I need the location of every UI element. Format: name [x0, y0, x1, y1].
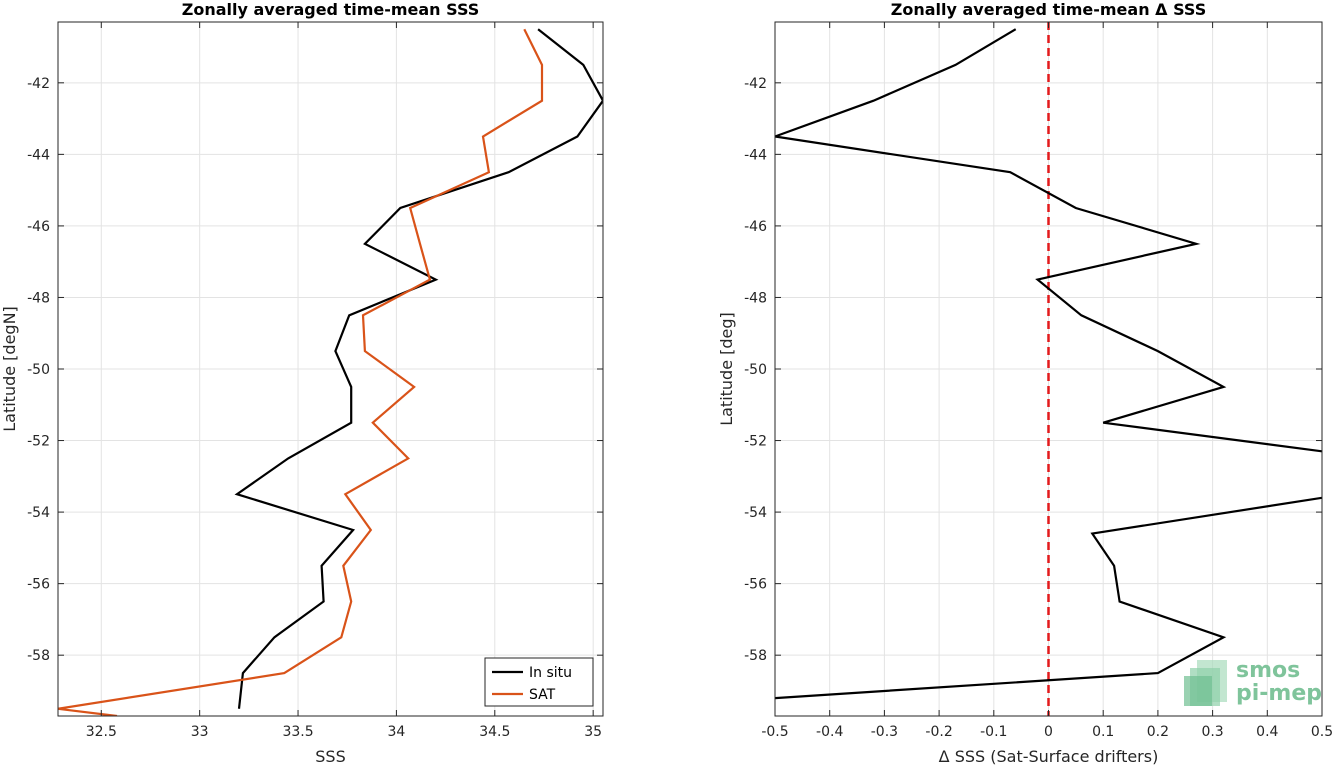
y-tick-label: -48	[27, 290, 50, 306]
panel-sss: 32.5 33 33.5 34 34.5 35 -58 -56 -54 -52 -50 -48 -46 -…	[0, 0, 604, 765]
y-axis-label: Latitude [degN]	[0, 306, 19, 432]
y-tick-label: -50	[27, 362, 50, 378]
x-tick-label: 0.4	[1256, 724, 1278, 740]
x-tick-label: 35	[584, 724, 602, 740]
y-tick-label: -54	[27, 505, 50, 521]
x-tick-label: 0.1	[1092, 724, 1114, 740]
chart-title: Zonally averaged time-mean Δ SSS	[891, 0, 1207, 19]
x-tick-label: 33	[191, 724, 209, 740]
y-tick-label: -42	[27, 76, 50, 92]
x-axis-label: SSS	[315, 747, 345, 765]
y-axis-label: Latitude [deg]	[717, 312, 736, 426]
y-tick-label: -44	[744, 147, 767, 163]
legend: In situ SAT	[484, 657, 594, 707]
x-tick-label: 0.2	[1147, 724, 1169, 740]
x-tick-label: -0.5	[761, 724, 788, 740]
x-tick-label: -0.4	[816, 724, 843, 740]
y-tick-label: -54	[744, 505, 767, 521]
legend-entry: SAT	[529, 687, 556, 703]
x-tick-label: 34.5	[479, 724, 510, 740]
x-tick-label: 33.5	[282, 724, 313, 740]
series-line-in-situ	[234, 28, 603, 709]
y-tick-label: -56	[744, 577, 767, 593]
y-tick-label: -48	[744, 290, 767, 306]
x-tick-label: 32.5	[86, 724, 117, 740]
x-tick-label: -0.1	[980, 724, 1007, 740]
y-tick-label: -50	[744, 362, 767, 378]
x-tick-label: -0.3	[871, 724, 898, 740]
x-tick-label: 34	[387, 724, 405, 740]
series-line-1-1	[775, 496, 1322, 700]
y-tick-label: -46	[744, 219, 767, 235]
x-tick-label: 0.3	[1201, 724, 1223, 740]
y-tick-label: -58	[27, 648, 50, 664]
y-tick-label: -44	[27, 147, 50, 163]
series-line-1-0	[775, 28, 1322, 453]
logo-text-line2: pi-mep	[1236, 681, 1322, 706]
y-tick-label: -52	[744, 434, 767, 450]
legend-box	[484, 657, 594, 707]
x-tick-label: 0.5	[1311, 724, 1333, 740]
legend-entry: In situ	[529, 665, 572, 681]
x-tick-label: 0	[1044, 724, 1053, 740]
y-tick-label: -52	[27, 434, 50, 450]
series-line-sat	[58, 28, 544, 716]
x-tick-label: -0.2	[925, 724, 952, 740]
panel-delta-sss: -0.5 -0.4 -0.3 -0.2 -0.1 0 0.1 0.2 0.3 0.4 0.5 -58 -…	[717, 0, 1333, 765]
logo-text-line1: smos	[1236, 658, 1300, 683]
y-tick-label: -42	[744, 76, 767, 92]
logo-graphic	[1184, 660, 1227, 706]
y-tick-label: -56	[27, 577, 50, 593]
y-tick-label: -46	[27, 219, 50, 235]
chart-title: Zonally averaged time-mean SSS	[182, 0, 480, 19]
x-axis-label: Δ SSS (Sat-Surface drifters)	[939, 747, 1159, 765]
y-tick-label: -58	[744, 648, 767, 664]
smos-pi-mep-logo: smos pi-mep	[1184, 658, 1322, 706]
